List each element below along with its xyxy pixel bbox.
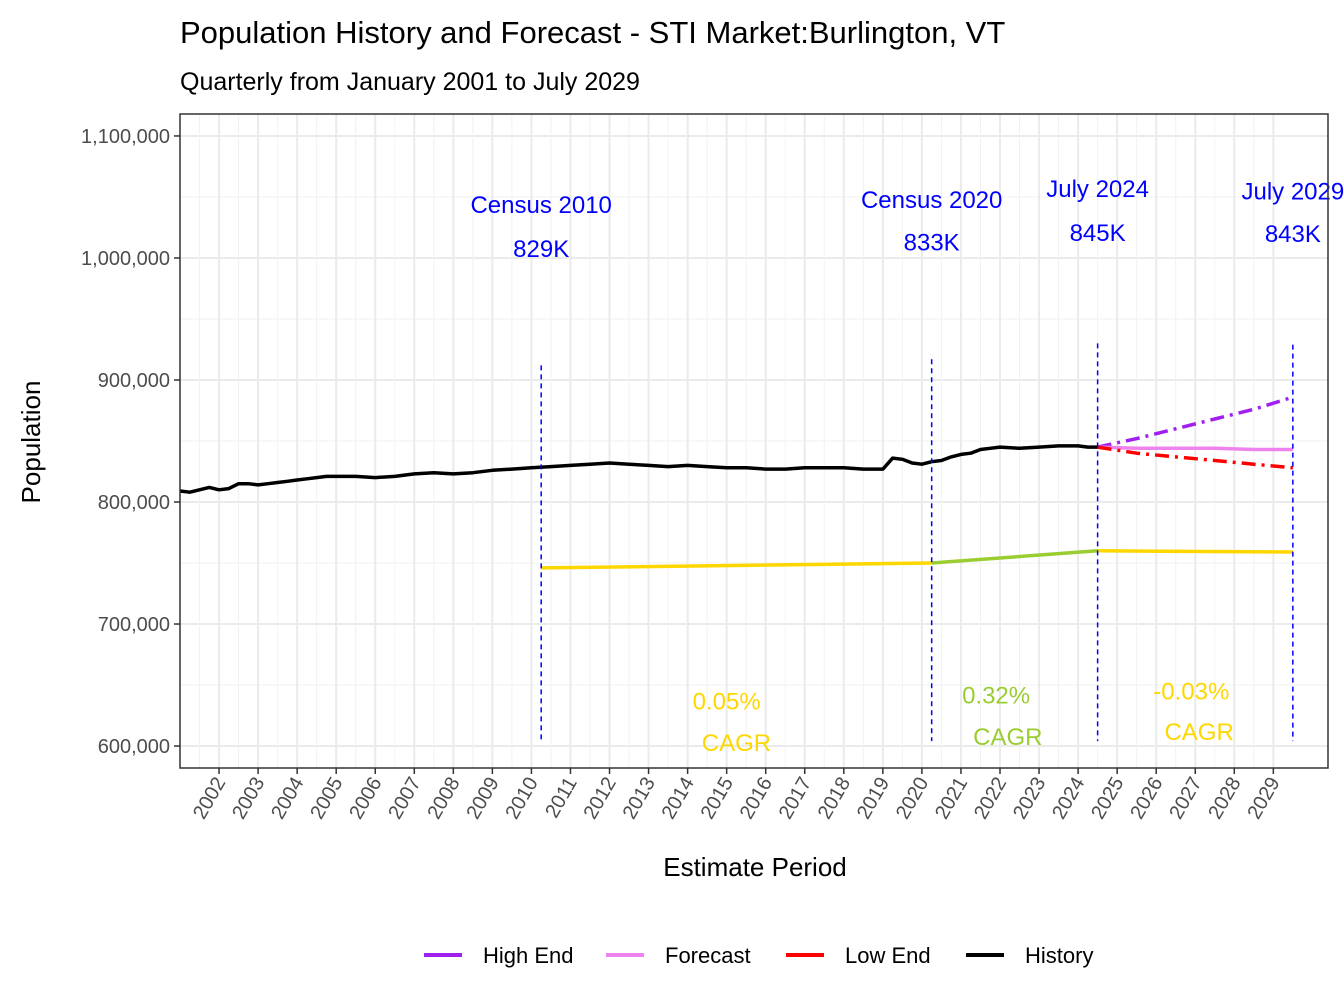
- x-tick-label: 2023: [1009, 774, 1050, 824]
- annotation-label: CAGR: [1164, 719, 1233, 746]
- panel-border: [179, 113, 1329, 769]
- x-tick-label: 2002: [189, 774, 230, 824]
- annotations: Census 2010 829K Census 2020 833K July 2024 8…: [470, 176, 1344, 757]
- annotation-label: 0.32%: [962, 682, 1030, 709]
- annotation-label: 829K: [513, 236, 569, 263]
- x-tick-label: 2024: [1048, 774, 1089, 824]
- annotation-label: CAGR: [702, 730, 771, 757]
- series-layer: [179, 395, 1294, 570]
- reference-lines: [540, 343, 1294, 742]
- series-line-high-end: [1097, 395, 1294, 449]
- x-tick-label: 2017: [775, 774, 816, 824]
- x-axis-title: Estimate Period: [663, 852, 847, 882]
- x-tick-label: 2025: [1087, 774, 1128, 824]
- y-axis-title: Population: [16, 381, 46, 504]
- y-tick-label: 600,000: [98, 736, 170, 758]
- x-tick-label: 2029: [1243, 774, 1284, 824]
- x-tick-label: 2018: [814, 774, 855, 824]
- x-tick-label: 2027: [1165, 774, 1206, 824]
- x-tick-label: 2020: [892, 774, 933, 824]
- y-tick-label: 800,000: [98, 492, 170, 514]
- annotation-label: -0.03%: [1153, 679, 1229, 706]
- annotation-label: Census 2010: [470, 192, 611, 219]
- x-tick-label: 2003: [228, 774, 269, 824]
- annotation-label: Census 2020: [861, 187, 1002, 214]
- series-line-trend-2020-2024: [931, 549, 1098, 565]
- series-line-trend-2024-2029: [1097, 549, 1293, 554]
- plot-frame: [179, 113, 1329, 769]
- x-tick-label: 2015: [697, 774, 738, 824]
- y-tick-label: 1,000,000: [81, 248, 170, 270]
- x-tick-label: 2022: [970, 774, 1011, 824]
- x-tick-label: 2026: [1126, 774, 1167, 824]
- annotation-label: 833K: [904, 230, 960, 257]
- annotation-label: 845K: [1070, 220, 1126, 247]
- x-tick-label: 2016: [736, 774, 777, 824]
- annotation-label: CAGR: [973, 724, 1042, 751]
- x-axis: 2002200320042005200620072008200920102011…: [189, 768, 1285, 823]
- series-line-low-end: [1097, 445, 1294, 470]
- series-line-history: [179, 444, 1098, 494]
- series-line-forecast: [1097, 445, 1293, 452]
- x-tick-label: 2014: [658, 774, 699, 824]
- x-tick-label: 2021: [931, 774, 972, 824]
- x-tick-label: 2006: [345, 774, 386, 824]
- annotation-label: 0.05%: [693, 688, 761, 715]
- x-tick-label: 2013: [619, 774, 660, 824]
- x-tick-label: 2019: [853, 774, 894, 824]
- y-tick-label: 1,100,000: [81, 126, 170, 148]
- legend: High End Forecast Low End History: [424, 943, 1093, 968]
- legend-label-history: History: [1025, 943, 1093, 968]
- x-tick-label: 2011: [541, 774, 582, 822]
- x-tick-label: 2008: [423, 774, 464, 824]
- grid-lines: [180, 114, 1328, 768]
- series-line-trend-2010-2020: [541, 561, 932, 570]
- y-axis: 600,000 700,000 800,000 900,000 1,000,000 1,1…: [81, 126, 180, 758]
- y-tick-label: 900,000: [98, 370, 170, 392]
- legend-label-high-end: High End: [483, 943, 574, 968]
- x-tick-label: 2004: [267, 774, 308, 824]
- x-tick-label: 2012: [580, 774, 621, 824]
- chart-subtitle: Quarterly from January 2001 to July 2029: [180, 68, 640, 96]
- x-tick-label: 2028: [1204, 774, 1245, 824]
- annotation-label: July 2029: [1241, 178, 1344, 205]
- legend-label-low-end: Low End: [845, 943, 931, 968]
- x-tick-label: 2005: [306, 774, 347, 824]
- x-tick-label: 2010: [501, 774, 542, 824]
- x-tick-label: 2007: [384, 774, 425, 824]
- y-tick-label: 700,000: [98, 614, 170, 636]
- annotation-label: 843K: [1265, 221, 1321, 248]
- legend-label-forecast: Forecast: [665, 943, 751, 968]
- x-tick-label: 2009: [462, 774, 503, 824]
- chart-title: Population History and Forecast - STI Ma…: [180, 15, 1005, 50]
- annotation-label: July 2024: [1046, 176, 1149, 203]
